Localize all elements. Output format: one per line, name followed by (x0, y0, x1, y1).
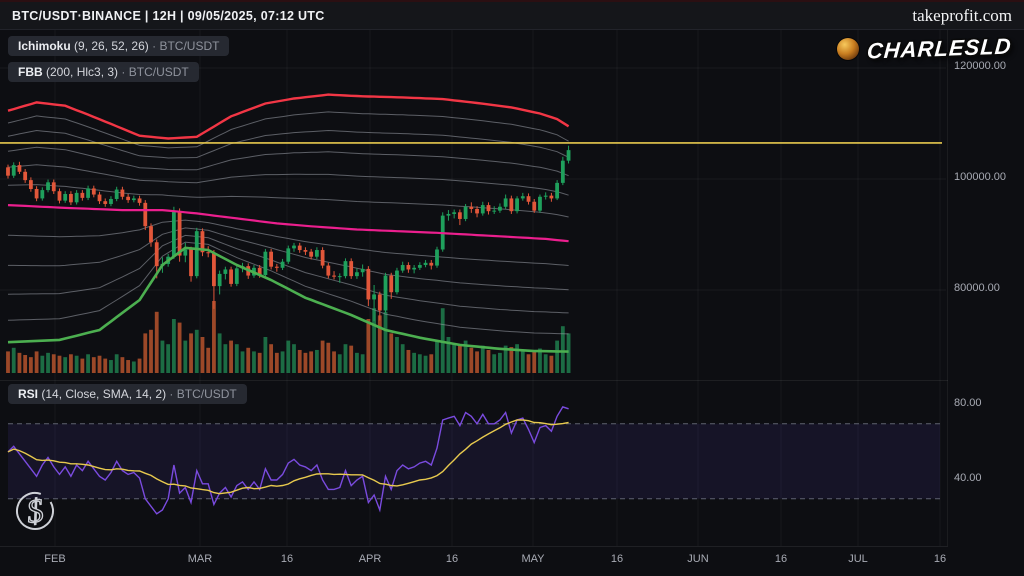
legend-ichimoku-name: Ichimoku (18, 39, 71, 53)
symbol-info: BTC/USDT·BINANCE | 12H | 09/05/2025, 07:… (12, 8, 325, 23)
legend-rsi-params: (14, Close, SMA, 14, 2) (41, 387, 167, 401)
time-axis-label: 16 (445, 553, 459, 565)
time-axis-label: 16 (280, 553, 294, 565)
time-axis-label: MAR (187, 553, 213, 565)
legend-separator: · (152, 39, 157, 53)
dollar-glyph: $ (24, 493, 45, 531)
time-axis-label: 16 (610, 553, 624, 565)
legend-ichimoku[interactable]: Ichimoku (9, 26, 52, 26) · BTC/USDT (8, 36, 230, 56)
price-axis[interactable]: 120000.00 100000.00 80000.00 80.00 40.00 (948, 30, 1024, 546)
legend-ichimoku-params: (9, 26, 52, 26) (74, 39, 149, 53)
author-watermark: CHARLESLD (837, 33, 1013, 64)
time-axis-label: MAY (521, 553, 545, 565)
pane-divider[interactable] (0, 380, 948, 381)
charlesld-avatar (837, 38, 860, 60)
legend-ichimoku-symbol: BTC/USDT (159, 39, 220, 53)
price-axis-label: 100000.00 (954, 171, 1006, 183)
time-axis-label: 16 (933, 553, 947, 565)
time-axis-label: FEB (44, 553, 66, 565)
time-axis-label: APR (358, 553, 382, 565)
legend-separator: · (121, 65, 126, 79)
legend-fbb[interactable]: FBB (200, Hlc3, 3) · BTC/USDT (8, 62, 199, 82)
price-axis-label: 120000.00 (954, 60, 1006, 72)
legend-fbb-symbol: BTC/USDT (128, 65, 189, 79)
brand-logo[interactable]: takeprofit.com (912, 5, 1012, 25)
legend-rsi-symbol: BTC/USDT (176, 387, 237, 401)
legend-rsi[interactable]: RSI (14, Close, SMA, 14, 2) · BTC/USDT (8, 384, 247, 404)
time-axis-label: JUL (848, 553, 868, 565)
time-axis-label: 16 (774, 553, 788, 565)
legend-rsi-name: RSI (18, 387, 39, 401)
time-axis-label: JUN (687, 553, 709, 565)
price-axis-divider (947, 30, 948, 546)
takeprofit-sketch-logo: $ (16, 492, 54, 532)
price-axis-label: 80000.00 (954, 282, 1000, 294)
rsi-axis-label: 80.00 (954, 397, 982, 409)
legend-separator: · (169, 387, 174, 401)
legend-fbb-name: FBB (18, 65, 43, 79)
time-axis[interactable]: FEB MAR 16 APR 16 MAY 16 JUN 16 JUL 16 (0, 546, 948, 576)
header-bar: BTC/USDT·BINANCE | 12H | 09/05/2025, 07:… (0, 0, 1024, 30)
legend-fbb-params: (200, Hlc3, 3) (46, 65, 119, 79)
charlesld-logo: CHARLESLD (866, 33, 1013, 64)
rsi-axis-label: 40.00 (954, 472, 982, 484)
